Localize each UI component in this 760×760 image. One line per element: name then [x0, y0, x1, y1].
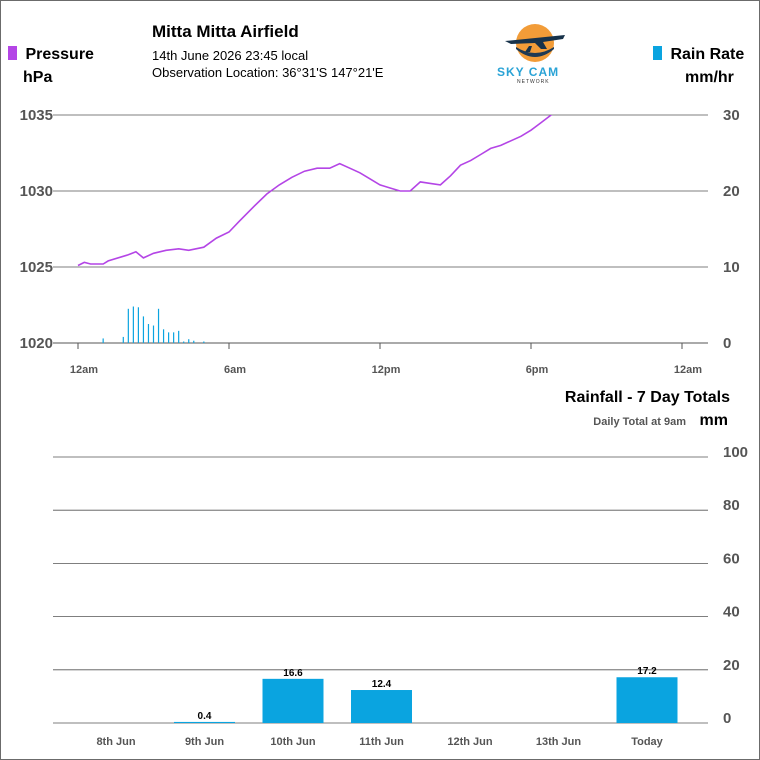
rainfall-axis-tick: 60: [723, 550, 740, 567]
rainfall-category-label: 12th Jun: [447, 736, 493, 748]
rainfall-axis-tick: 0: [723, 710, 731, 727]
rainfall-bar: [616, 677, 678, 723]
rain-rate-axis-tick: 20: [723, 183, 740, 200]
rainfall-axis-tick: 100: [723, 444, 748, 461]
time-axis-tick: 12pm: [372, 364, 401, 376]
rainfall-bar: [174, 721, 235, 723]
pressure-legend: Pressure: [8, 46, 94, 64]
rainfall-category-label: Today: [631, 736, 663, 748]
rainfall-category-label: 10th Jun: [270, 736, 316, 748]
rainfall-subtitle: Daily Total at 9am: [593, 416, 686, 428]
pressure-axis-tick: 1020: [20, 335, 53, 352]
rainfall-category-label: 8th Jun: [96, 736, 135, 748]
station-name: Mitta Mitta Airfield: [152, 22, 299, 41]
rainfall-bar: [351, 690, 412, 723]
rainfall-bar-label: 16.6: [283, 668, 303, 679]
time-axis-tick: 6am: [224, 364, 246, 376]
pressure-unit: hPa: [23, 69, 53, 86]
rainfall-axis-tick: 40: [723, 604, 740, 621]
observation-location: Observation Location: 36°31'S 147°21'E: [152, 65, 384, 80]
rain-rate-axis-tick: 10: [723, 259, 740, 276]
pressure-legend-label: Pressure: [25, 46, 94, 63]
observation-datetime: 14th June 2026 23:45 local: [152, 48, 309, 63]
logo-sub: NETWORK: [517, 79, 550, 85]
rain-rate-legend: Rain Rate: [653, 46, 744, 64]
rainfall-title: Rainfall - 7 Day Totals: [564, 389, 730, 406]
rainfall-category-label: 11th Jun: [359, 736, 404, 748]
rain-rate-axis-tick: 30: [723, 107, 740, 124]
rainfall-unit: mm: [699, 412, 728, 429]
rainfall-bar-label: 12.4: [372, 679, 392, 690]
pressure-axis-tick: 1035: [20, 107, 53, 124]
sky-cam-logo: SKY CAM NETWORK: [495, 19, 575, 85]
rainfall-bar-label: 0.4: [198, 711, 212, 722]
rainfall-axis-tick: 20: [723, 657, 740, 674]
rain-rate-swatch: [653, 46, 662, 60]
rainfall-bar-label: 17.2: [637, 666, 657, 677]
rain-rate-legend-label: Rain Rate: [670, 46, 745, 63]
rainfall-category-label: 13th Jun: [536, 736, 582, 748]
pressure-line: [77, 115, 553, 267]
rainfall-bar: [262, 678, 324, 723]
time-axis-tick: 6pm: [526, 364, 549, 376]
rainfall-axis-tick: 80: [723, 497, 740, 514]
plane-sunset-icon: [505, 24, 565, 62]
time-axis-tick: 12am: [70, 364, 98, 376]
time-axis-tick: 12am: [674, 364, 702, 376]
rain-rate-unit: mm/hr: [685, 69, 734, 86]
rainfall-category-label: 9th Jun: [185, 736, 224, 748]
pressure-axis-tick: 1030: [20, 183, 53, 200]
logo-name: SKY CAM: [497, 65, 560, 79]
rain-rate-axis-tick: 0: [723, 335, 731, 352]
pressure-swatch: [8, 46, 17, 60]
pressure-axis-tick: 1025: [20, 259, 53, 276]
